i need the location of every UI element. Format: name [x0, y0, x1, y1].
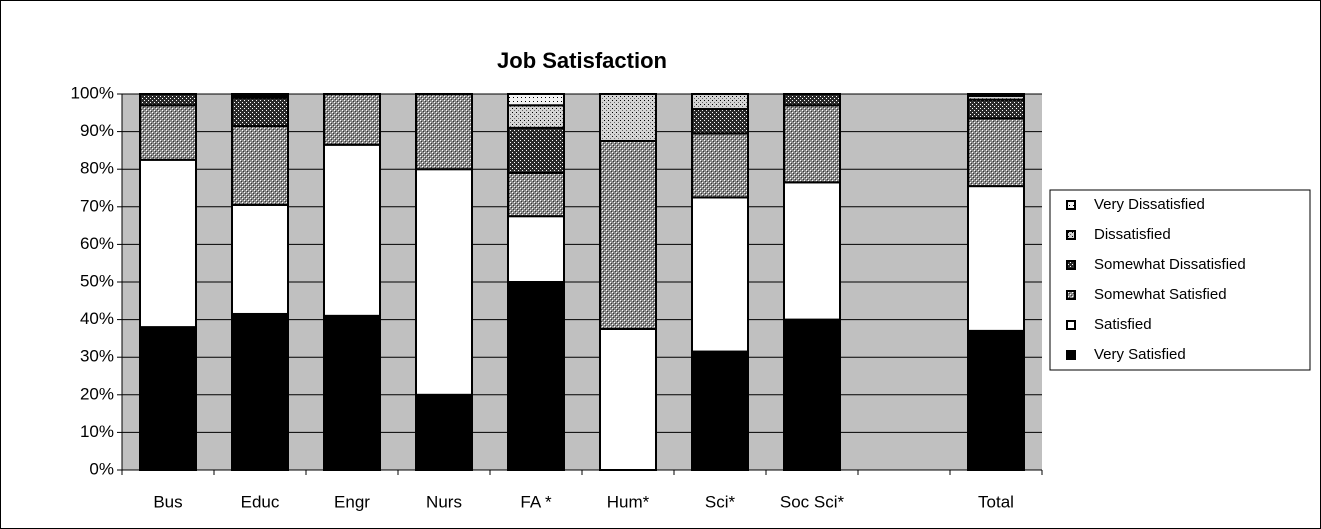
bar-segment [967, 329, 1025, 471]
y-tick-label: 50% [80, 271, 114, 290]
x-tick-label: Educ [241, 492, 280, 511]
bar-segment [231, 124, 289, 206]
legend-label: Somewhat Dissatisfied [1094, 256, 1246, 273]
bar-segment [507, 281, 565, 471]
bar-segment [599, 93, 657, 142]
bar-segment [599, 328, 657, 471]
bar-segment [599, 140, 657, 330]
y-tick-label: 10% [80, 422, 114, 441]
legend-swatch [1066, 260, 1076, 270]
bar-segment [323, 143, 381, 317]
legend-label: Dissatisfied [1094, 226, 1171, 243]
bar-segment [967, 98, 1025, 120]
bar-segment [323, 314, 381, 471]
x-tick-label: Engr [334, 492, 370, 511]
bar-segment [967, 185, 1025, 332]
bar-segment [139, 326, 197, 471]
bar-segment [507, 126, 565, 174]
bar-segment [691, 350, 749, 471]
bar-segment [783, 93, 841, 107]
bar-segment [783, 104, 841, 184]
bar-segment [415, 168, 473, 396]
x-tick-label: Soc Sci* [780, 492, 845, 511]
legend-box [1049, 189, 1311, 371]
bar-segment [139, 158, 197, 329]
x-tick-label: FA * [520, 492, 552, 511]
bar-segment [507, 215, 565, 283]
y-tick-label: 20% [80, 384, 114, 403]
bar-segment [691, 132, 749, 199]
bar-segment [415, 393, 473, 471]
bar-segment [323, 93, 381, 146]
legend-swatch [1066, 350, 1076, 360]
legend-swatch [1066, 320, 1076, 330]
x-tick-label: Total [978, 492, 1014, 511]
legend-label: Very Dissatisfied [1094, 196, 1205, 213]
bar-segment [139, 93, 197, 107]
y-tick-label: 100% [71, 83, 114, 102]
bar-segment [691, 108, 749, 135]
bar-segment [507, 171, 565, 218]
legend-label: Satisfied [1094, 316, 1152, 333]
y-tick-label: 90% [80, 121, 114, 140]
y-tick-label: 0% [89, 459, 114, 478]
bar-segment [783, 181, 841, 321]
legend-label: Somewhat Satisfied [1094, 286, 1227, 303]
bar-segment [231, 312, 289, 471]
legend-label: Very Satisfied [1094, 346, 1186, 363]
bar-segment [231, 93, 289, 97]
legend-swatch [1066, 290, 1076, 300]
bar-segment [691, 196, 749, 353]
chart-title: Job Satisfaction [497, 48, 667, 73]
bar-segment [783, 318, 841, 471]
x-tick-label: Nurs [426, 492, 462, 511]
bar-segment [967, 93, 1025, 97]
bar-segment [139, 104, 197, 161]
legend-swatch [1066, 200, 1076, 210]
bar-segment [415, 93, 473, 171]
bar-segment [231, 96, 289, 127]
x-tick-label: Bus [153, 492, 182, 511]
bar-segment [507, 104, 565, 129]
bar-segment [967, 117, 1025, 188]
x-tick-label: Sci* [705, 492, 736, 511]
y-tick-label: 70% [80, 196, 114, 215]
y-tick-label: 30% [80, 347, 114, 366]
y-tick-label: 60% [80, 234, 114, 253]
bar-segment [691, 93, 749, 111]
bar-segment [507, 93, 565, 107]
bar-segment [231, 203, 289, 315]
y-tick-label: 80% [80, 159, 114, 178]
y-tick-label: 40% [80, 309, 114, 328]
legend-swatch [1066, 230, 1076, 240]
x-tick-label: Hum* [607, 492, 650, 511]
